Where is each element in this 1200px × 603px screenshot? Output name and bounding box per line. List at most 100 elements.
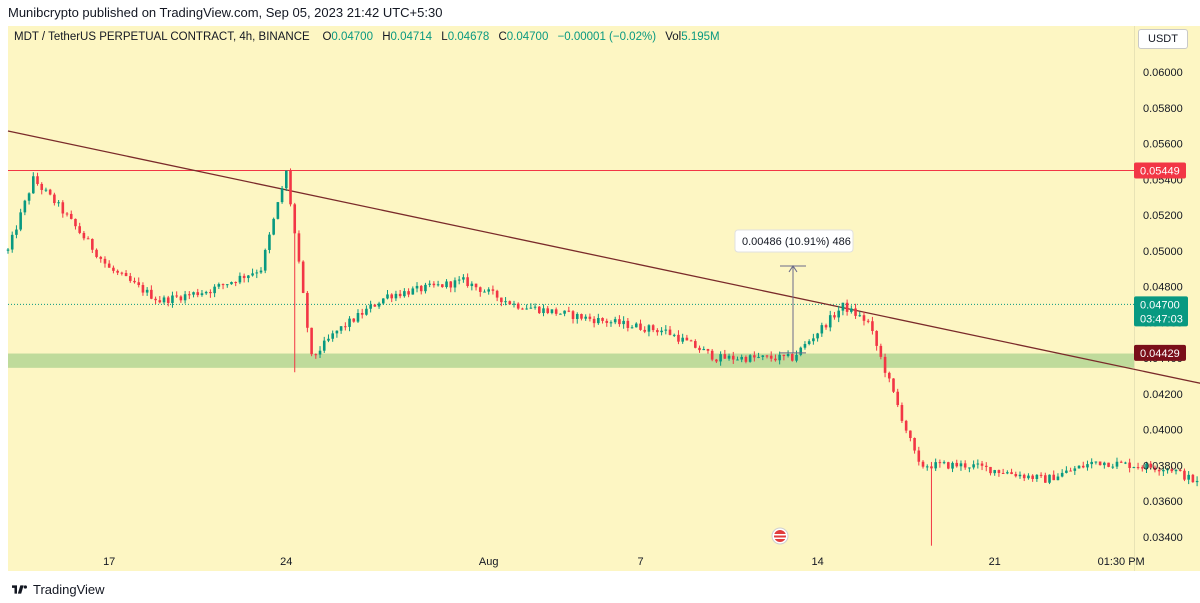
candle-body: [365, 308, 368, 315]
candle-body: [955, 462, 959, 467]
high-value: 0.04714: [390, 31, 433, 43]
currency-button[interactable]: USDT: [1138, 29, 1188, 49]
y-tick-label: 0.03600: [1143, 496, 1183, 508]
candle-body: [765, 355, 769, 357]
candle-body: [563, 310, 566, 314]
candle-body: [107, 263, 111, 268]
candle-body: [681, 337, 684, 342]
tradingview-logo-icon[interactable]: [12, 582, 27, 597]
candle-body: [879, 345, 883, 357]
candle-body: [188, 294, 191, 296]
candle-body: [1103, 462, 1106, 466]
current-price-box: [1134, 296, 1188, 327]
candle-body: [799, 347, 803, 355]
measure-label: 0.00486 (10.91%) 486: [742, 236, 851, 248]
candle-body: [78, 226, 81, 233]
candle-body: [394, 293, 398, 299]
candle-body: [23, 200, 27, 213]
candle-body: [158, 300, 162, 303]
candle-body: [1140, 467, 1144, 469]
candle-body: [841, 302, 845, 311]
candle-body: [1086, 464, 1089, 468]
candle-body: [1115, 461, 1119, 467]
candle-body: [892, 378, 895, 392]
candle-body: [786, 353, 790, 357]
resistance-price-label-box: [1134, 162, 1186, 179]
candle-body: [428, 283, 431, 285]
candle-body: [390, 294, 394, 299]
candle-body: [247, 275, 250, 279]
symbol-info[interactable]: MDT / TetherUS PERPETUAL CONTRACT, 4h, B…: [14, 31, 310, 43]
candle-body: [209, 291, 212, 294]
candle-body: [124, 273, 128, 277]
candle-body: [660, 330, 663, 333]
candle-body: [1031, 475, 1034, 479]
candle-body: [436, 284, 440, 286]
candle-body: [774, 358, 777, 361]
candle-body: [567, 310, 571, 312]
candle-body: [803, 344, 807, 348]
candle-body: [656, 330, 659, 333]
candle-body: [984, 465, 988, 467]
y-tick-label: 0.06000: [1143, 67, 1183, 79]
candle-body: [875, 330, 878, 346]
candle-body: [462, 277, 465, 280]
candle-body: [103, 258, 107, 264]
y-tick-label: 0.04200: [1143, 389, 1183, 401]
candle-body: [925, 466, 929, 468]
candle-body: [154, 298, 157, 301]
candle-body: [293, 204, 297, 234]
candle-body: [445, 281, 448, 288]
candle-body: [1022, 474, 1026, 479]
y-tick-label: 0.03400: [1143, 532, 1183, 544]
candle-body: [339, 326, 343, 331]
volume-value: 5.195M: [681, 31, 720, 43]
high-label: H: [382, 31, 391, 43]
candle-body: [672, 334, 676, 336]
candle-body: [934, 462, 937, 469]
candle-body: [1069, 470, 1072, 472]
candle-body: [322, 340, 326, 351]
support-zone[interactable]: [8, 353, 1134, 368]
y-tick-label: 0.04000: [1143, 425, 1183, 437]
candle-body: [1001, 472, 1005, 474]
candle-body: [1027, 475, 1030, 479]
candle-body: [689, 340, 693, 342]
candle-body: [997, 470, 1001, 473]
candle-body: [466, 277, 469, 287]
candle-body: [82, 232, 86, 239]
candle-body: [521, 308, 524, 310]
candle-body: [259, 270, 263, 273]
candle-body: [19, 212, 22, 230]
y-tick-label: 0.05800: [1143, 103, 1183, 115]
candle-body: [381, 298, 385, 304]
candle-body: [238, 275, 242, 283]
chart-legend: MDT / TetherUS PERPETUAL CONTRACT, 4h, B…: [14, 31, 726, 43]
candle-body: [664, 329, 668, 331]
candle-body: [1048, 474, 1051, 483]
candle-body: [301, 261, 305, 293]
measure-arrow-icon: [788, 265, 798, 273]
footer-brand[interactable]: TradingView: [33, 582, 105, 597]
candle-body: [694, 341, 697, 348]
candle-body: [715, 359, 718, 362]
trendline[interactable]: [7, 130, 1200, 453]
candle-body: [1174, 469, 1178, 472]
candle-body: [377, 303, 381, 307]
x-tick-label: 7: [637, 556, 643, 568]
chart-plot-area[interactable]: [8, 26, 1134, 571]
candle-body: [723, 354, 727, 359]
candle-body: [200, 293, 204, 296]
candle-body: [597, 317, 600, 324]
candle-body: [1170, 469, 1174, 472]
candle-body: [44, 189, 48, 191]
candle-body: [1060, 472, 1064, 477]
candle-body: [782, 354, 786, 357]
candle-body: [1052, 474, 1056, 481]
candle-body: [1039, 474, 1043, 476]
candle-body: [6, 249, 10, 251]
candle-body: [1065, 470, 1068, 473]
candle-body: [1183, 470, 1186, 480]
candle-body: [352, 318, 356, 322]
